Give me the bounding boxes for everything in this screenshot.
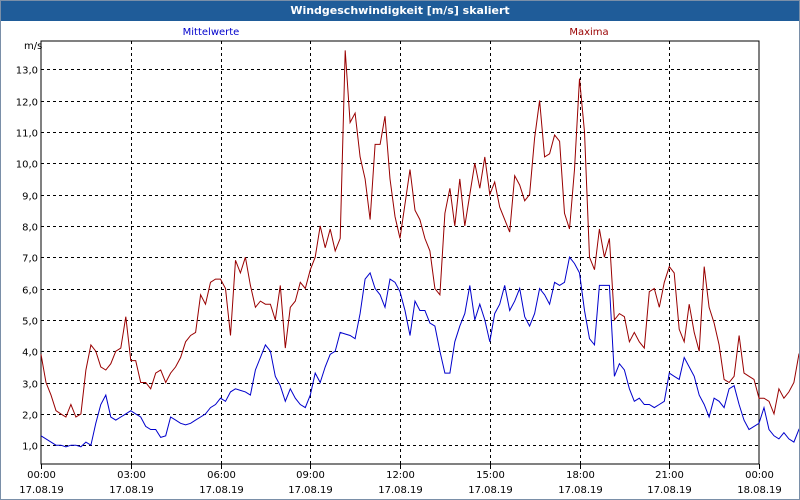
x-tick-date: 17.08.19	[19, 485, 64, 496]
y-tick-label: 6,0	[22, 286, 38, 297]
y-tick-label: 10,0	[16, 160, 38, 171]
y-tick-label: 13,0	[16, 66, 38, 77]
series-line-maxima	[40, 50, 799, 418]
y-tick-label: 8,0	[22, 223, 38, 234]
x-tick-time: 00:00	[27, 470, 56, 481]
y-tick-label: 2,0	[22, 411, 38, 422]
x-tick-time: 00:00	[745, 470, 774, 481]
x-tick-time: 03:00	[117, 470, 146, 481]
x-tick-time: 15:00	[476, 470, 505, 481]
chart-title: Windgeschwindigkeit [m/s] skaliert	[1, 1, 799, 21]
x-tick-time: 06:00	[207, 470, 236, 481]
x-tick-time: 12:00	[386, 470, 415, 481]
legend-maxima: Maxima	[569, 27, 608, 38]
x-tick-date: 17.08.19	[468, 485, 513, 496]
x-tick-date: 17.08.19	[288, 485, 333, 496]
x-tick-date: 17.08.19	[378, 485, 423, 496]
y-tick-label: 9,0	[22, 192, 38, 203]
x-tick-date: 17.08.19	[109, 485, 154, 496]
legend-mittelwerte: Mittelwerte	[183, 27, 240, 38]
x-tick-time: 09:00	[296, 470, 325, 481]
x-tick-date: 17.08.19	[199, 485, 244, 496]
x-tick-date: 18.08.19	[737, 485, 782, 496]
y-tick-label: 1,0	[22, 442, 38, 453]
x-tick-date: 17.08.19	[558, 485, 603, 496]
axes: m/s Mittelwerte Maxima 1,0 2,0 3,0 4,0 5,0 6,…	[16, 27, 782, 496]
y-tick-label: 5,0	[22, 317, 38, 328]
grid	[40, 40, 760, 465]
x-tick-date: 17.08.19	[647, 485, 692, 496]
y-tick-label: 11,0	[16, 129, 38, 140]
y-tick-label: 12,0	[16, 98, 38, 109]
y-axis-label: m/s	[24, 41, 42, 52]
y-tick-label: 7,0	[22, 254, 38, 265]
x-tick-time: 21:00	[655, 470, 684, 481]
y-tick-label: 3,0	[22, 380, 38, 391]
series-line-mittelwerte	[40, 256, 799, 448]
y-tick-label: 4,0	[22, 348, 38, 359]
series-layer	[40, 50, 799, 448]
x-tick-time: 18:00	[566, 470, 595, 481]
